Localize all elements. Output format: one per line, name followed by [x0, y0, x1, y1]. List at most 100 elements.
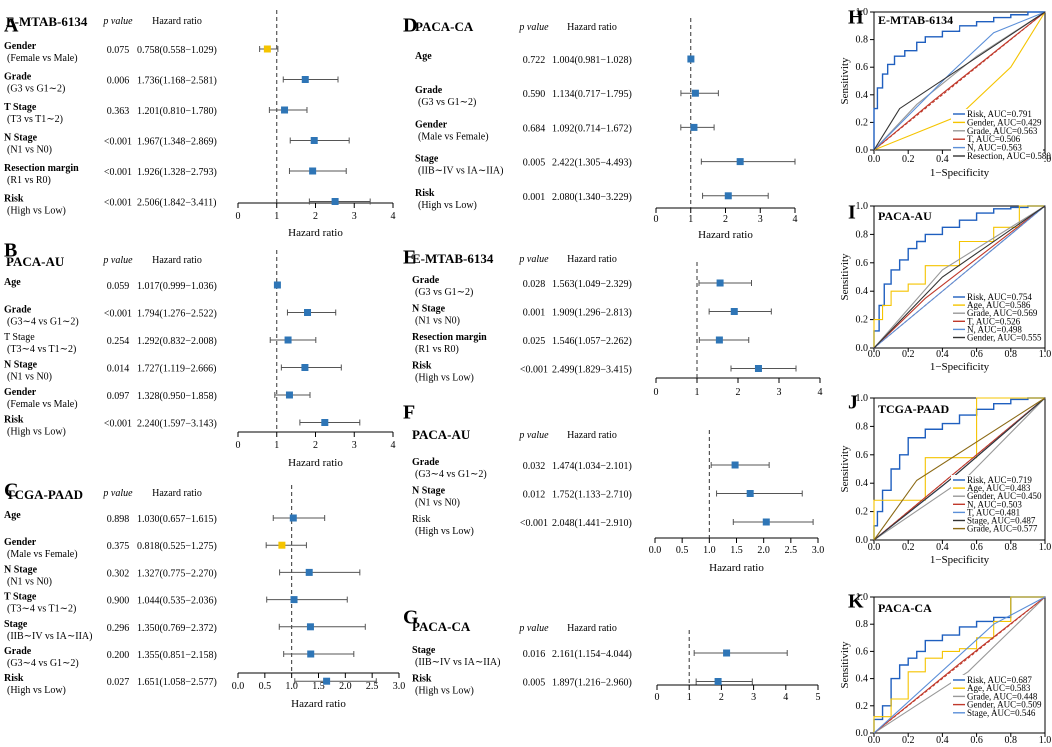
p-value: 0.005 — [523, 678, 546, 689]
panel-label: I — [848, 202, 856, 224]
panel-label: E — [403, 247, 416, 269]
hazard-ratio-ci: 1.794(1.276−2.522) — [137, 309, 217, 320]
p-value: 0.012 — [523, 490, 546, 501]
variable-comparison: (G3∼4 vs G1∼2) — [7, 317, 79, 328]
hazard-ratio-marker — [724, 192, 732, 200]
legend-entry: Gender, AUC=0.509 — [967, 700, 1042, 710]
variable-comparison: (High vs Low) — [415, 373, 474, 384]
variable-comparison: (High vs Low) — [7, 685, 66, 696]
p-value-header: p value — [518, 623, 549, 634]
p-value-header: p value — [518, 22, 549, 33]
variable-name: Grade — [4, 646, 32, 657]
p-value: 0.027 — [107, 677, 130, 688]
hazard-ratio-marker — [281, 106, 289, 114]
y-tick-label: 0.0 — [856, 145, 869, 156]
x-tick-label: 0.5 — [259, 681, 272, 692]
roc-curve-risk — [873, 397, 1045, 540]
panel-label: D — [403, 15, 417, 37]
x-tick-label: 0.2 — [902, 349, 915, 360]
hazard-ratio-ci: 1.909(1.296−2.813) — [552, 308, 632, 319]
hazard-ratio-ci: 1.044(0.535−2.036) — [137, 596, 217, 607]
y-tick-label: 0.6 — [856, 450, 869, 461]
forest-row: Stage(IIB∼IV vs IA∼IIA) 0.296 1.350(0.769−… — [4, 619, 366, 642]
hazard-ratio-ci: 1.967(1.348−2.869) — [137, 137, 217, 148]
p-value: 0.200 — [107, 650, 130, 661]
x-tick-label: 1.0 — [703, 545, 716, 556]
x-tick-label: 0.4 — [936, 154, 949, 165]
roc-curve-risk — [873, 11, 1045, 150]
hazard-ratio-marker — [715, 336, 723, 344]
hazard-ratio-marker — [714, 678, 722, 685]
hazard-ratio-marker — [301, 364, 309, 371]
hazard-ratio-marker — [762, 518, 770, 526]
variable-name: Age — [415, 51, 432, 62]
forest-row: Grade(G3∼4 vs G1∼2) 0.032 1.474(1.034−2.10… — [412, 457, 770, 480]
y-tick-label: 0.2 — [856, 315, 869, 326]
x-tick-label: 0 — [654, 387, 659, 398]
y-tick-label: 0.6 — [856, 62, 869, 73]
hazard-ratio-ci: 1.752(1.133−2.710) — [552, 490, 632, 501]
forest-row: Age 0.059 1.017(0.999−1.036) — [4, 277, 281, 292]
x-tick-label: 0.4 — [936, 735, 949, 746]
x-axis-label: Hazard ratio — [709, 562, 764, 574]
hazard-ratio-ci: 1.350(0.769−2.372) — [137, 623, 217, 634]
x-axis-label: Hazard ratio — [698, 229, 753, 241]
p-value: 0.001 — [523, 192, 546, 203]
legend-box — [951, 675, 1043, 720]
p-value: 0.006 — [107, 76, 130, 87]
p-value: 0.254 — [107, 336, 130, 347]
p-value: 0.028 — [523, 279, 546, 290]
roc-panel-i: I 0.00.0 0.2 0.2 0.4 0.4 0.6 0.6 0.8 0.8 1.0 1.0 Sen… — [839, 201, 1051, 373]
legend-entry: Risk, AUC=0.687 — [967, 675, 1032, 685]
x-tick-label: 0.5 — [676, 545, 689, 556]
roc-curve-grade — [873, 397, 1046, 541]
panel-label: F — [403, 402, 415, 424]
legend-entry: Stage, AUC=0.487 — [967, 516, 1036, 526]
p-value: 0.302 — [107, 568, 130, 579]
forest-row: Gender(Female vs Male) 0.097 1.328(0.950−1… — [4, 387, 311, 410]
roc-title: PACA-CA — [878, 601, 932, 615]
variable-comparison: (T3∼4 vs T1∼2) — [7, 604, 76, 615]
forest-row: Risk(High vs Low) 0.001 2.080(1.340−3.229) — [415, 188, 769, 211]
x-tick-label: 3 — [777, 387, 782, 398]
y-tick-label: 1.0 — [856, 7, 869, 18]
panel-title: E-MTAB-6134 — [6, 14, 88, 29]
x-tick-label: 1.0 — [1039, 349, 1052, 360]
variable-comparison: (G3∼4 vs G1∼2) — [7, 658, 79, 669]
hazard-ratio-marker — [323, 677, 331, 685]
x-tick-label: 0.4 — [936, 542, 949, 553]
legend-box — [951, 292, 1043, 345]
hazard-ratio-ci: 0.818(0.525−1.275) — [137, 541, 217, 552]
x-tick-label: 3 — [751, 692, 756, 703]
legend-entry: N, AUC=0.498 — [967, 324, 1022, 334]
x-tick-label: 3 — [352, 211, 357, 222]
y-tick-label: 0.6 — [856, 646, 869, 657]
hazard-ratio-ci: 1.563(1.049−2.329) — [552, 279, 632, 290]
hazard-ratio-marker — [310, 137, 318, 144]
hazard-ratio-ci: 1.327(0.775−2.270) — [137, 568, 217, 579]
p-value: 0.898 — [107, 514, 130, 525]
p-value: 0.032 — [523, 461, 546, 472]
hazard-ratio-ci: 2.422(1.305−4.493) — [552, 158, 632, 169]
variable-comparison: (R1 vs R0) — [415, 344, 459, 355]
forest-row: N Stage(N1 vs N0) 0.012 1.752(1.133−2.710) — [412, 486, 803, 509]
hazard-ratio-ci: 1.727(1.119−2.666) — [137, 364, 216, 375]
variable-name: Risk — [412, 514, 430, 525]
roc-curve-t — [873, 11, 1046, 151]
roc-title: TCGA-PAAD — [878, 402, 949, 416]
p-value: <0.001 — [104, 137, 132, 148]
hazard-ratio-ci: 0.758(0.558−1.029) — [137, 45, 217, 56]
x-tick-label: 1.5 — [730, 545, 743, 556]
variable-comparison: (N1 vs N0) — [415, 498, 460, 509]
variable-name: N Stage — [412, 486, 446, 497]
x-axis-label: 1−Specificity — [930, 554, 990, 566]
x-axis-label: Hazard ratio — [288, 227, 343, 239]
panel-label: C — [4, 480, 18, 502]
roc-panel-k: K 0.00.0 0.2 0.2 0.4 0.4 0.6 0.6 0.8 0.8 1.0 1.0 Sen… — [839, 591, 1051, 746]
p-value: 0.059 — [107, 281, 130, 292]
y-tick-label: 1.0 — [856, 592, 869, 603]
hazard-ratio-ci: 2.240(1.597−3.143) — [137, 419, 217, 430]
